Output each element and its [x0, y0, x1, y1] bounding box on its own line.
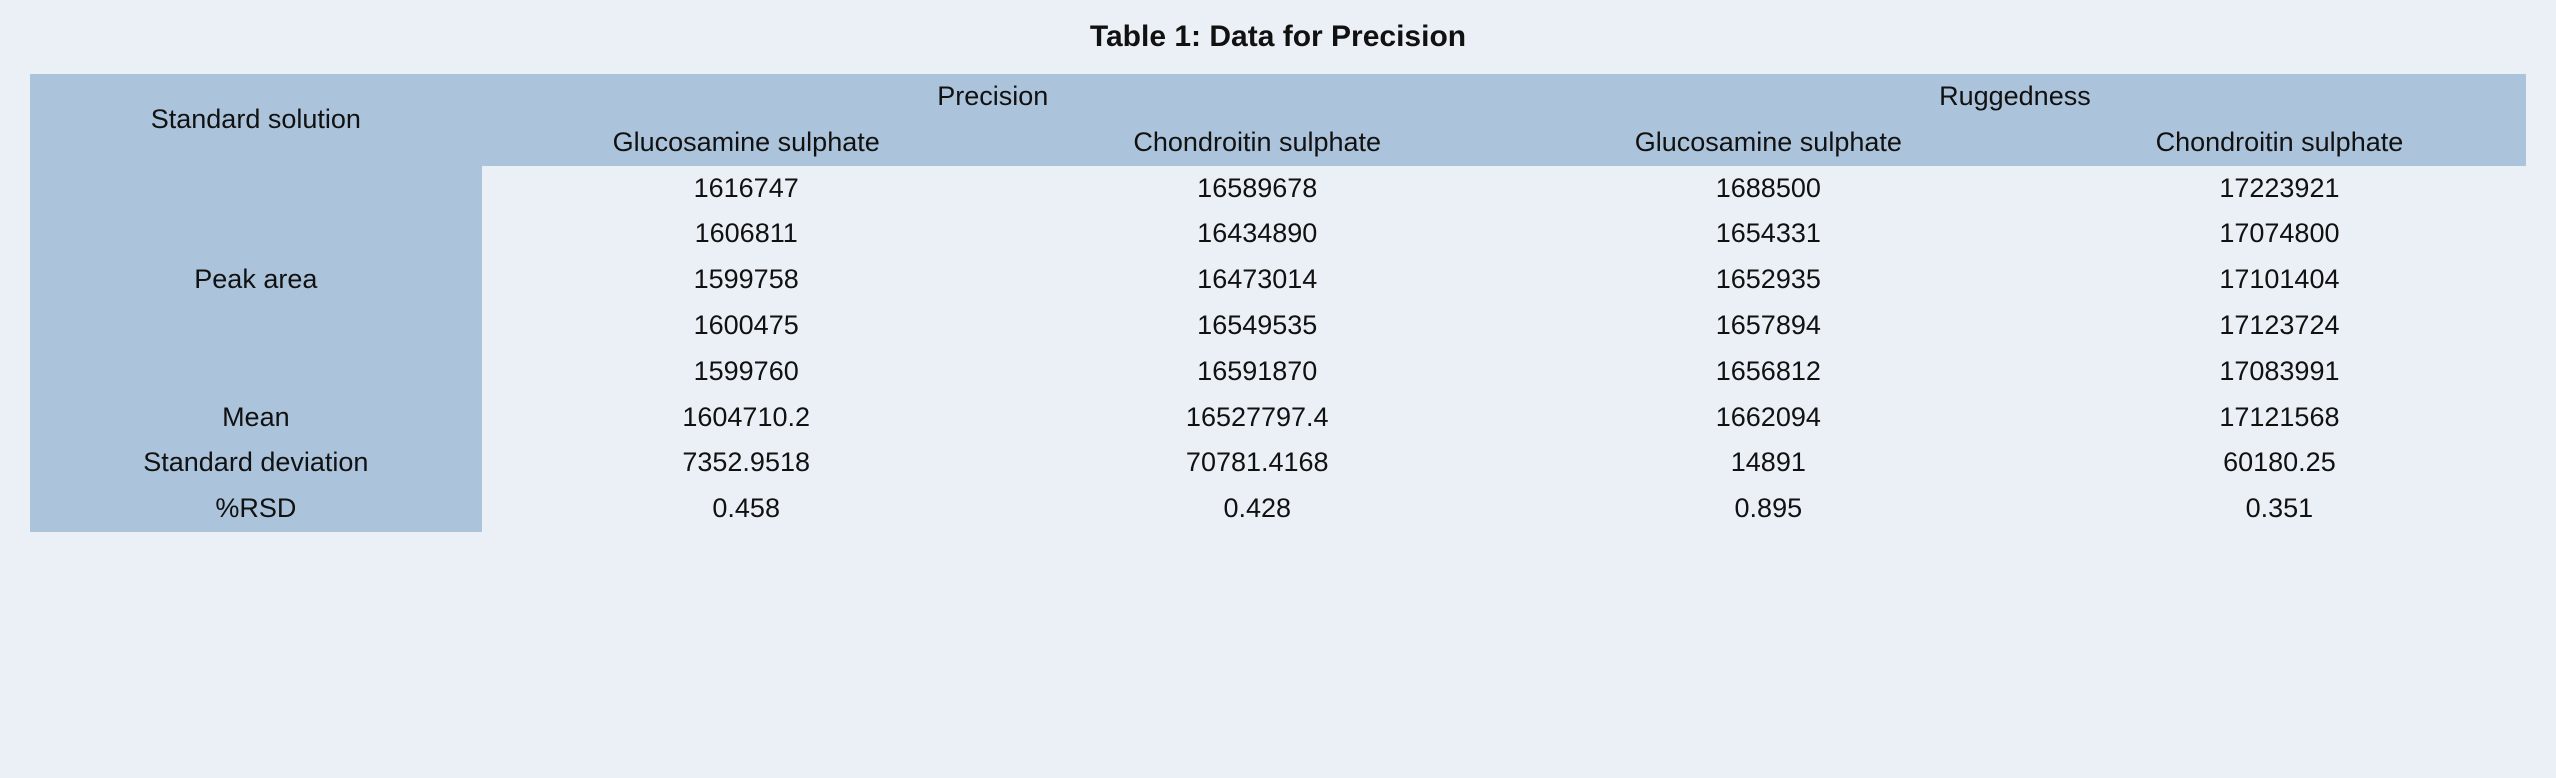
row-label-peak-area: Peak area — [30, 257, 482, 303]
cell: 16473014 — [1011, 257, 1504, 303]
cell: 17083991 — [2033, 349, 2526, 395]
cell: 16549535 — [1011, 303, 1504, 349]
cell: 17121568 — [2033, 395, 2526, 441]
table-row: Peak area 1599758 16473014 1652935 17101… — [30, 257, 2526, 303]
cell: 16434890 — [1011, 211, 1504, 257]
cell: 17223921 — [2033, 166, 2526, 212]
cell: 1654331 — [1504, 211, 2033, 257]
cell: 17074800 — [2033, 211, 2526, 257]
header-sub-glucosamine-precision: Glucosamine sulphate — [482, 120, 1011, 166]
cell: 16527797.4 — [1011, 395, 1504, 441]
header-standard-solution: Standard solution — [30, 74, 482, 166]
cell: 1599758 — [482, 257, 1011, 303]
cell: 70781.4168 — [1011, 440, 1504, 486]
row-label-empty — [30, 166, 482, 212]
cell: 60180.25 — [2033, 440, 2526, 486]
row-label-empty — [30, 349, 482, 395]
table-row: Standard deviation 7352.9518 70781.4168 … — [30, 440, 2526, 486]
cell: 0.895 — [1504, 486, 2033, 532]
table-caption: Table 1: Data for Precision — [30, 20, 2526, 54]
table-row: Mean 1604710.2 16527797.4 1662094 171215… — [30, 395, 2526, 441]
cell: 1599760 — [482, 349, 1011, 395]
cell: 7352.9518 — [482, 440, 1011, 486]
cell: 17101404 — [2033, 257, 2526, 303]
cell: 1616747 — [482, 166, 1011, 212]
row-label-empty — [30, 303, 482, 349]
table-row: 1599760 16591870 1656812 17083991 — [30, 349, 2526, 395]
table-row: 1600475 16549535 1657894 17123724 — [30, 303, 2526, 349]
cell: 0.428 — [1011, 486, 1504, 532]
cell: 14891 — [1504, 440, 2033, 486]
row-label-empty — [30, 211, 482, 257]
table-row: %RSD 0.458 0.428 0.895 0.351 — [30, 486, 2526, 532]
cell: 16591870 — [1011, 349, 1504, 395]
row-label-mean: Mean — [30, 395, 482, 441]
precision-table: Standard solution Precision Ruggedness G… — [30, 74, 2526, 532]
table-row: 1616747 16589678 1688500 17223921 — [30, 166, 2526, 212]
cell: 1688500 — [1504, 166, 2033, 212]
cell: 17123724 — [2033, 303, 2526, 349]
header-sub-chondroitin-ruggedness: Chondroitin sulphate — [2033, 120, 2526, 166]
header-group-ruggedness: Ruggedness — [1504, 74, 2526, 120]
cell: 0.351 — [2033, 486, 2526, 532]
header-group-precision: Precision — [482, 74, 1504, 120]
cell: 0.458 — [482, 486, 1011, 532]
cell: 1662094 — [1504, 395, 2033, 441]
row-label-sd: Standard deviation — [30, 440, 482, 486]
cell: 1656812 — [1504, 349, 2033, 395]
cell: 1606811 — [482, 211, 1011, 257]
cell: 16589678 — [1011, 166, 1504, 212]
cell: 1600475 — [482, 303, 1011, 349]
cell: 1604710.2 — [482, 395, 1011, 441]
row-label-rsd: %RSD — [30, 486, 482, 532]
header-sub-chondroitin-precision: Chondroitin sulphate — [1011, 120, 1504, 166]
cell: 1652935 — [1504, 257, 2033, 303]
cell: 1657894 — [1504, 303, 2033, 349]
header-sub-glucosamine-ruggedness: Glucosamine sulphate — [1504, 120, 2033, 166]
table-row: 1606811 16434890 1654331 17074800 — [30, 211, 2526, 257]
